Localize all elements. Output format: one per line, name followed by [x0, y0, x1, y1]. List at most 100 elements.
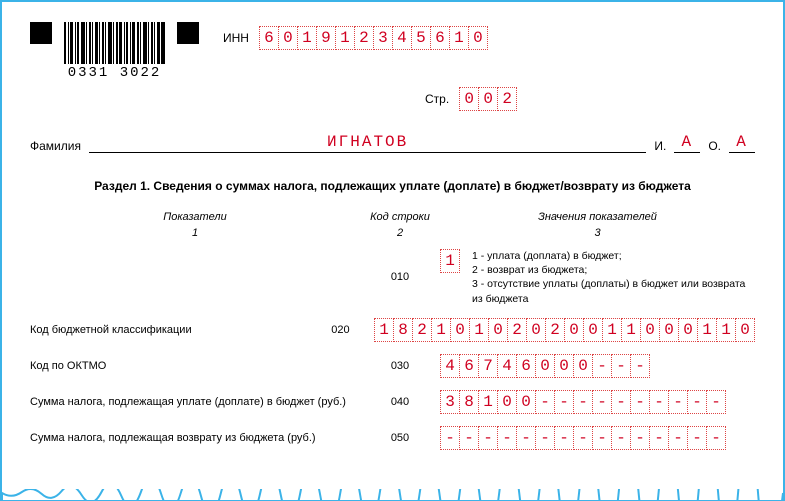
row-value: 46746000--- [440, 354, 755, 378]
digit-cell: - [592, 426, 612, 450]
row-label: Сумма налога, подлежащая возврату из бюд… [30, 432, 360, 444]
digit-cell: - [611, 426, 631, 450]
digit-cell: 1 [374, 318, 394, 342]
digit-cell: - [687, 426, 707, 450]
value-cells: 46746000--- [440, 354, 650, 378]
row-code: 020 [307, 324, 374, 336]
initial-i-value: А [674, 133, 700, 153]
row-label: Сумма налога, подлежащая уплате (доплате… [30, 396, 360, 408]
barcode-text: 0331 3022 [68, 65, 162, 81]
digit-cell: - [706, 390, 726, 414]
row-value: 38100---------- [440, 390, 755, 414]
digit-cell: - [573, 390, 593, 414]
digit-cell: 6 [459, 354, 479, 378]
digit-cell: - [535, 390, 555, 414]
row-value: 11 - уплата (доплата) в бюджет; 2 - возв… [440, 249, 755, 306]
digit-cell: 0 [450, 318, 470, 342]
col-n1: 1 [30, 227, 360, 239]
digit-cell: - [592, 354, 612, 378]
data-row: Код бюджетной классификации0201821010202… [30, 318, 755, 342]
digit-cell: 9 [316, 26, 336, 50]
digit-cell: 4 [392, 26, 412, 50]
digit-cell: 8 [459, 390, 479, 414]
digit-cell: 0 [478, 87, 498, 111]
digit-cell: - [459, 426, 479, 450]
digit-cell: 0 [459, 87, 479, 111]
row-label: Код по ОКТМО [30, 360, 360, 372]
digit-cell: - [611, 390, 631, 414]
digit-cell: - [611, 354, 631, 378]
col-n3: 3 [440, 227, 755, 239]
digit-cell: 0 [497, 390, 517, 414]
row-legend: 1 - уплата (доплата) в бюджет; 2 - возвр… [472, 249, 755, 306]
digit-cell: - [573, 426, 593, 450]
digit-cell: - [706, 426, 726, 450]
digit-cell: 5 [411, 26, 431, 50]
digit-cell: 7 [478, 354, 498, 378]
digit-cell: 2 [412, 318, 432, 342]
initial-i-label: И. [654, 139, 666, 153]
digit-cell: 1 [335, 26, 355, 50]
name-row: Фамилия ИГНАТОВ И. А О. А [30, 133, 755, 153]
digit-cell: - [440, 426, 460, 450]
row-code: 050 [360, 432, 440, 444]
column-numbers: 1 2 3 [30, 227, 755, 239]
col-n2: 2 [360, 227, 440, 239]
digit-cell: 0 [468, 26, 488, 50]
digit-cell: - [668, 390, 688, 414]
col-indicators: Показатели [30, 211, 360, 223]
digit-cell: 4 [497, 354, 517, 378]
row-code: 040 [360, 396, 440, 408]
row-code: 030 [360, 360, 440, 372]
section-title: Раздел 1. Сведения о суммах налога, подл… [30, 179, 755, 193]
digit-cell: 2 [497, 87, 517, 111]
inn-cells: 601912345610 [259, 26, 488, 50]
digit-cell: 4 [440, 354, 460, 378]
row-value: --------------- [440, 426, 755, 450]
digit-cell: 1 [716, 318, 736, 342]
inn-block: ИНН 601912345610 [223, 26, 488, 50]
digit-cell: - [516, 426, 536, 450]
row-label: Код бюджетной классификации [30, 324, 307, 336]
digit-cell: 2 [507, 318, 527, 342]
value-cells: 18210102020011000110 [374, 318, 755, 342]
digit-cell: 1 [297, 26, 317, 50]
inn-label: ИНН [223, 31, 249, 45]
digit-cell: 0 [526, 318, 546, 342]
digit-cell: 6 [430, 26, 450, 50]
digit-cell: - [687, 390, 707, 414]
digit-cell: 3 [440, 390, 460, 414]
data-row: Код по ОКТМО03046746000--- [30, 354, 755, 378]
digit-cell: 0 [659, 318, 679, 342]
rows-container: 01011 - уплата (доплата) в бюджет; 2 - в… [30, 249, 755, 450]
digit-cell: 6 [516, 354, 536, 378]
digit-cell: 0 [564, 318, 584, 342]
digit-cell: 0 [516, 390, 536, 414]
data-row: 01011 - уплата (доплата) в бюджет; 2 - в… [30, 249, 755, 306]
row-code: 010 [360, 271, 440, 283]
digit-cell: 0 [535, 354, 555, 378]
digit-cell: 1 [602, 318, 622, 342]
digit-cell: 6 [259, 26, 279, 50]
digit-cell: 2 [545, 318, 565, 342]
page-label: Стр. [425, 92, 449, 106]
digit-cell: - [630, 354, 650, 378]
digit-cell: - [668, 426, 688, 450]
digit-cell: 1 [697, 318, 717, 342]
marker-box-right [177, 22, 199, 44]
marker-box-left [30, 22, 52, 44]
digit-cell: 0 [735, 318, 755, 342]
surname-value: ИГНАТОВ [89, 133, 646, 153]
digit-cell: - [649, 390, 669, 414]
data-row: Сумма налога, подлежащая уплате (доплате… [30, 390, 755, 414]
value-cells: --------------- [440, 426, 726, 450]
digit-cell: - [554, 426, 574, 450]
digit-cell: 1 [478, 390, 498, 414]
col-values: Значения показателей [440, 211, 755, 223]
digit-cell: - [592, 390, 612, 414]
digit-cell: 1 [469, 318, 489, 342]
digit-cell: - [497, 426, 517, 450]
digit-cell: - [554, 390, 574, 414]
column-headers: Показатели Код строки Значения показател… [30, 211, 755, 223]
digit-cell: 0 [573, 354, 593, 378]
